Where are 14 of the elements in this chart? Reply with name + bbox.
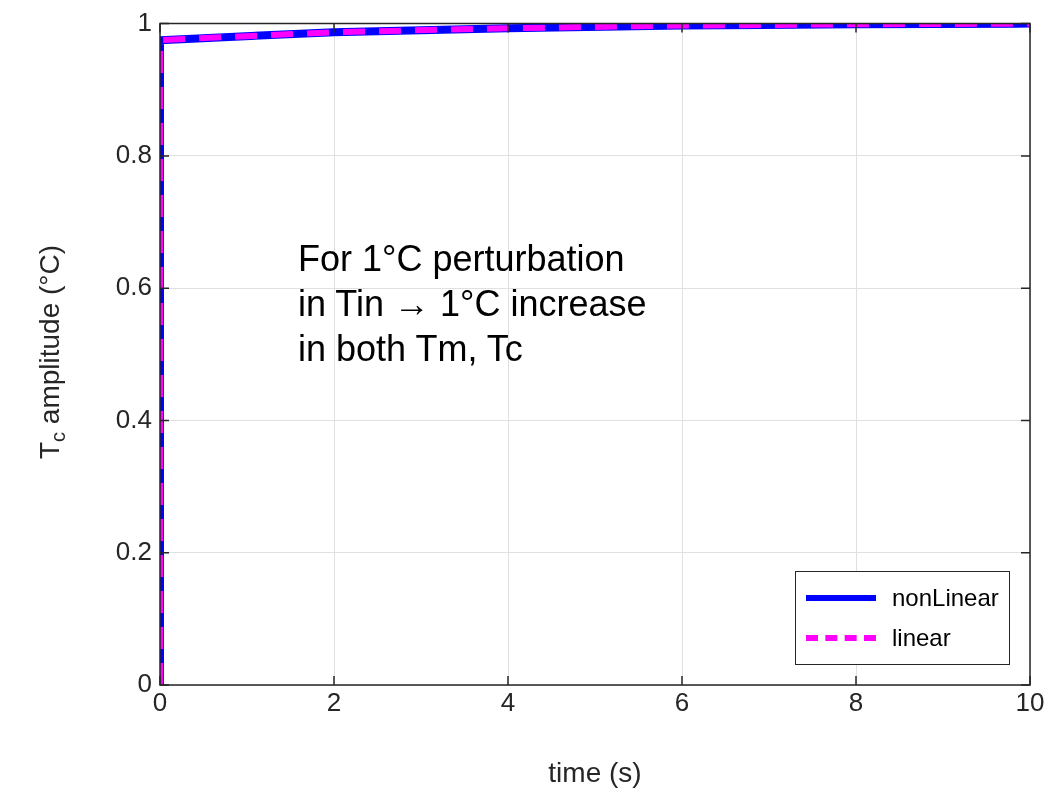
y-tick-label: 0.4 <box>115 403 152 434</box>
y-tick-label: 0.8 <box>115 139 152 170</box>
legend-label: nonLinear <box>892 584 999 612</box>
x-tick-label: 8 <box>848 686 864 717</box>
annotation: For 1°C perturbation in Tin → 1°C increase in both Tm, Tc <box>298 237 647 371</box>
y-tick-label: 1 <box>137 6 152 37</box>
x-tick-label: 10 <box>1015 686 1045 717</box>
y-tick-label: 0.2 <box>115 535 152 566</box>
x-tick-label: 4 <box>500 686 516 717</box>
y-tick-label: 0.6 <box>115 271 152 302</box>
x-tick-label: 2 <box>326 686 342 717</box>
x-tick-label: 6 <box>674 686 690 717</box>
legend-label: linear <box>892 624 951 652</box>
x-axis-title: time (s) <box>548 756 642 788</box>
